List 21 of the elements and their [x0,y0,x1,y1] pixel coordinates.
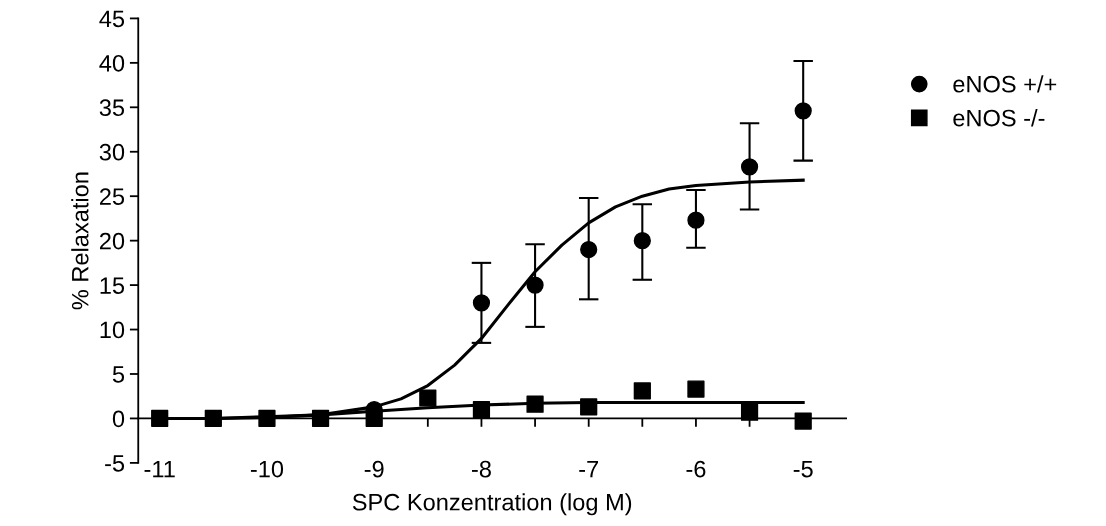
legend-label: eNOS +/+ [953,75,1057,93]
x-tick-label: -11 [144,460,175,478]
x-tick-label: -8 [472,460,491,478]
x-tick-label: -6 [686,460,706,478]
y-tick-label: 0 [112,410,125,428]
y-tick-label: 45 [99,10,125,28]
y-tick-label: 25 [99,188,125,205]
x-tick-label: -7 [579,460,599,478]
x-tick-label: -9 [364,460,384,478]
y-tick-label: 20 [99,232,125,250]
y-axis-title: % Relaxation [71,172,89,310]
legend-label: eNOS -/- [953,109,1045,127]
y-tick-label: 30 [99,143,125,161]
x-tick-label: -10 [250,460,284,478]
y-tick-label: 35 [99,99,125,117]
y-tick-label: 15 [100,277,125,294]
x-axis-title: SPC Konzentration (log M) [352,493,632,516]
y-tick-label: 5 [112,366,125,383]
y-tick-label: 40 [99,54,125,72]
y-tick-label: 10 [100,321,125,339]
x-tick-label: -5 [793,460,813,478]
